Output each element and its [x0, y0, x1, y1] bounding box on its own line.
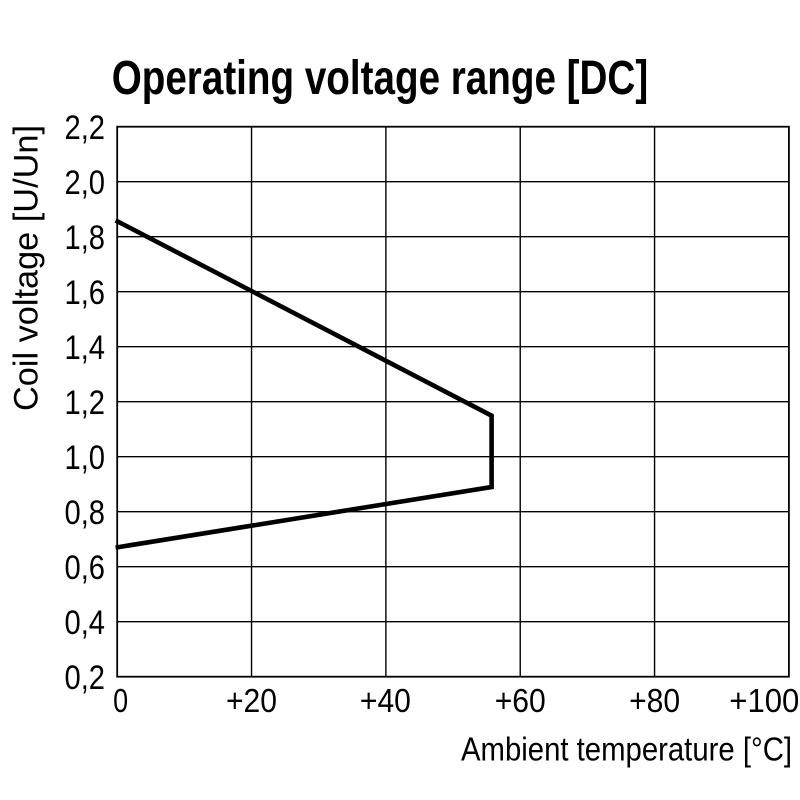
svg-text:+60: +60 [495, 683, 546, 720]
svg-text:1,0: 1,0 [65, 439, 106, 477]
svg-text:Coil voltage [U/Un]: Coil voltage [U/Un] [8, 125, 46, 411]
svg-text:0,8: 0,8 [65, 494, 106, 532]
svg-text:+20: +20 [226, 683, 277, 720]
svg-text:Operating voltage range [DC]: Operating voltage range [DC] [112, 52, 649, 105]
svg-text:+80: +80 [629, 683, 680, 720]
svg-text:1,4: 1,4 [65, 329, 106, 367]
svg-text:2,0: 2,0 [65, 164, 106, 202]
svg-text:1,8: 1,8 [65, 219, 106, 257]
svg-text:1,6: 1,6 [65, 274, 106, 312]
svg-text:0,2: 0,2 [65, 659, 106, 697]
svg-text:+40: +40 [360, 683, 411, 720]
svg-text:2,2: 2,2 [65, 109, 106, 147]
svg-text:0: 0 [113, 683, 128, 720]
svg-text:0,4: 0,4 [65, 604, 106, 642]
svg-text:0,6: 0,6 [65, 549, 106, 587]
svg-text:Ambient temperature [°C]: Ambient temperature [°C] [461, 731, 792, 768]
svg-text:1,2: 1,2 [65, 384, 106, 422]
svg-text:+100: +100 [729, 683, 799, 720]
